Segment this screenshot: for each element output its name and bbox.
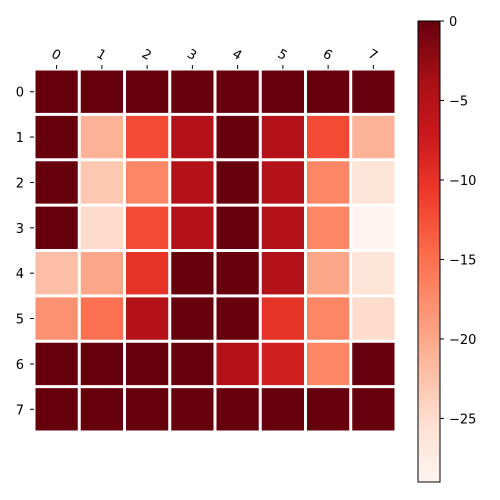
heatmap-cell-r7-c5 <box>261 388 304 431</box>
heatmap-cell-r3-c3 <box>171 206 214 249</box>
y-tick-label: 2 <box>16 176 24 191</box>
heatmap-cell-r2-c5 <box>261 161 304 204</box>
heatmap-cell-r2-c0 <box>35 161 78 204</box>
heatmap-cell-r0-c3 <box>171 70 214 113</box>
heatmap-cell-r2-c6 <box>307 161 350 204</box>
heatmap-cell-r3-c2 <box>126 206 169 249</box>
heatmap-cell-r7-c1 <box>80 388 123 431</box>
heatmap-cell-r4-c4 <box>216 252 259 295</box>
y-tick-label: 1 <box>16 131 24 146</box>
heatmap-cell-r7-c4 <box>216 388 259 431</box>
heatmap-cell-r6-c3 <box>171 342 214 386</box>
x-tick-label: 2 <box>139 47 154 64</box>
heatmap-cell-r7-c3 <box>171 388 214 431</box>
heatmap-cell-r3-c7 <box>352 206 395 249</box>
heatmap-cell-r3-c6 <box>307 206 350 249</box>
heatmap-cells <box>35 70 395 431</box>
heatmap-cell-r1-c3 <box>171 115 214 159</box>
x-tick-label: 6 <box>320 47 335 64</box>
heatmap-cell-r1-c6 <box>307 115 350 159</box>
heatmap-cell-r4-c7 <box>352 252 395 295</box>
heatmap-cell-r1-c0 <box>35 115 78 159</box>
heatmap-cell-r3-c0 <box>35 206 78 249</box>
colorbar-tick-label: −5 <box>449 94 468 109</box>
heatmap-cell-r2-c4 <box>216 161 259 204</box>
y-tick-label: 5 <box>16 313 24 328</box>
heatmap-cell-r1-c5 <box>261 115 304 159</box>
heatmap-cell-r2-c3 <box>171 161 214 204</box>
heatmap-cell-r7-c6 <box>307 388 350 431</box>
heatmap-cell-r6-c5 <box>261 342 304 386</box>
heatmap-cell-r0-c4 <box>216 70 259 113</box>
heatmap-cell-r7-c0 <box>35 388 78 431</box>
colorbar-tick-label: 0 <box>449 15 457 30</box>
y-tick-label: 4 <box>16 267 24 282</box>
y-tick-label: 3 <box>16 222 24 237</box>
x-axis-ticks: 0 1 2 3 4 5 6 7 <box>49 47 380 69</box>
heatmap-cell-r6-c6 <box>307 342 350 386</box>
heatmap-cell-r4-c0 <box>35 252 78 295</box>
x-tick-label: 3 <box>184 47 199 64</box>
colorbar-tick-label: −10 <box>449 174 476 189</box>
colorbar-ticks: 0 −5 −10 −15 −20 −25 <box>440 15 476 427</box>
heatmap-cell-r0-c2 <box>126 70 169 113</box>
heatmap-cell-r5-c3 <box>171 297 214 340</box>
heatmap-cell-r4-c6 <box>307 252 350 295</box>
heatmap-cell-r1-c4 <box>216 115 259 159</box>
heatmap-cell-r2-c1 <box>80 161 123 204</box>
x-tick-label: 1 <box>94 47 109 64</box>
heatmap-cell-r6-c0 <box>35 342 78 386</box>
heatmap-cell-r6-c1 <box>80 342 123 386</box>
heatmap-cell-r5-c6 <box>307 297 350 340</box>
heatmap-cell-r5-c1 <box>80 297 123 340</box>
heatmap-cell-r2-c7 <box>352 161 395 204</box>
heatmap-cell-r4-c1 <box>80 252 123 295</box>
y-axis-ticks: 0 1 2 3 4 5 6 7 <box>16 86 34 418</box>
x-tick-label: 0 <box>49 47 64 64</box>
heatmap-cell-r4-c5 <box>261 252 304 295</box>
y-tick-label: 0 <box>16 86 24 101</box>
x-tick-label: 7 <box>365 47 380 64</box>
heatmap-cell-r5-c7 <box>352 297 395 340</box>
heatmap-cell-r5-c4 <box>216 297 259 340</box>
heatmap-cell-r0-c1 <box>80 70 123 113</box>
heatmap-cell-r6-c2 <box>126 342 169 386</box>
heatmap-cell-r3-c5 <box>261 206 304 249</box>
colorbar-tick-label: −20 <box>449 333 476 348</box>
heatmap-cell-r0-c6 <box>307 70 350 113</box>
heatmap-cell-r0-c7 <box>352 70 395 113</box>
heatmap-cell-r7-c2 <box>126 388 169 431</box>
heatmap-cell-r0-c5 <box>261 70 304 113</box>
colorbar-tick-label: −25 <box>449 412 476 427</box>
heatmap-cell-r2-c2 <box>126 161 169 204</box>
x-tick-label: 4 <box>230 47 245 64</box>
x-tick-label: 5 <box>275 47 290 64</box>
heatmap-cell-r6-c4 <box>216 342 259 386</box>
heatmap-cell-r5-c5 <box>261 297 304 340</box>
y-tick-label: 7 <box>16 403 24 418</box>
heatmap-cell-r3-c4 <box>216 206 259 249</box>
heatmap-cell-r3-c1 <box>80 206 123 249</box>
heatmap-cell-r1-c1 <box>80 115 123 159</box>
heatmap-cell-r1-c7 <box>352 115 395 159</box>
heatmap-cell-r5-c2 <box>126 297 169 340</box>
heatmap-cell-r5-c0 <box>35 297 78 340</box>
colorbar: 0 −5 −10 −15 −20 −25 <box>417 15 476 483</box>
heatmap-cell-r4-c3 <box>171 252 214 295</box>
heatmap-cell-r4-c2 <box>126 252 169 295</box>
y-tick-label: 6 <box>16 358 24 373</box>
colorbar-tick-label: −15 <box>449 253 476 268</box>
colorbar-gradient <box>417 20 441 483</box>
heatmap-cell-r0-c0 <box>35 70 78 113</box>
heatmap-cell-r6-c7 <box>352 342 395 386</box>
heatmap-cell-r1-c2 <box>126 115 169 159</box>
heatmap-cell-r7-c7 <box>352 388 395 431</box>
